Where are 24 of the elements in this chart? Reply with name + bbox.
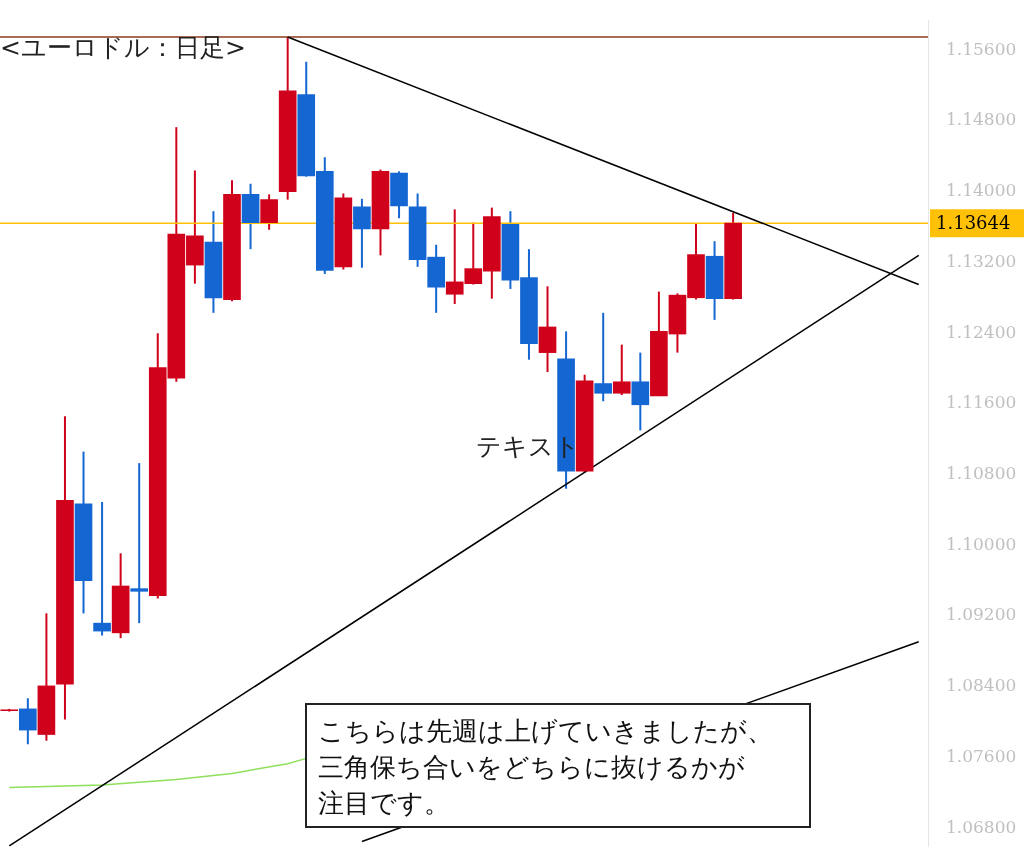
ref-line-label: 1.13644	[936, 211, 1011, 233]
y-tick-label: 1.15600	[946, 38, 1017, 59]
y-tick-label: 1.08400	[946, 675, 1017, 696]
candlestick	[19, 697, 37, 746]
y-tick-label: 1.14000	[946, 180, 1017, 201]
y-tick-label: 1.09200	[946, 604, 1017, 625]
annotation: こちらは先週は上げていきましたが、三角保ち合いをどちらに抜けるかが注目です。	[318, 716, 773, 818]
text: <ユーロドル：日足>	[0, 33, 246, 62]
y-tick-label: 1.13200	[946, 250, 1017, 271]
y-tick-label: 1.10800	[946, 463, 1017, 484]
y-tick-label: 1.07600	[946, 745, 1017, 766]
y-tick-label: 1.06800	[946, 816, 1017, 837]
candlestick	[130, 462, 149, 625]
candlestick	[353, 197, 371, 269]
annotation: テキスト	[476, 432, 580, 461]
candlestick	[612, 343, 631, 397]
candlestick	[93, 501, 111, 637]
candlestick	[594, 311, 613, 403]
y-tick-label: 1.14800	[946, 109, 1017, 130]
y-tick-label: 1.12400	[946, 321, 1017, 342]
candlestick	[631, 351, 650, 432]
y-tick-label: 1.11600	[946, 392, 1017, 413]
y-tick-label: 1.10000	[946, 533, 1017, 554]
candlestick	[260, 193, 278, 231]
